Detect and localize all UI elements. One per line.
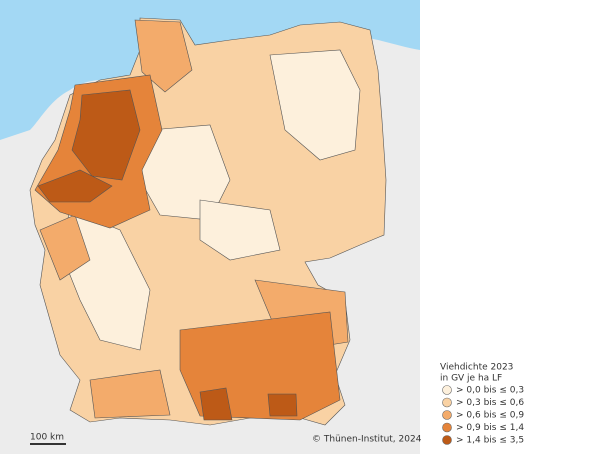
district-group xyxy=(89,369,171,419)
legend-swatch xyxy=(442,385,452,395)
legend-swatch xyxy=(442,435,452,445)
credit: © Thünen-Institut, 2024 xyxy=(312,435,422,445)
legend-title: Viehdichte 2023 xyxy=(440,363,513,373)
district-group xyxy=(39,214,91,281)
legend-swatch xyxy=(442,422,452,433)
legend-label: > 1,4 bis ≤ 3,5 xyxy=(456,436,524,446)
legend-swatch xyxy=(442,410,452,420)
legend-label: > 0,9 bis ≤ 1,4 xyxy=(456,423,524,433)
district-group xyxy=(134,19,193,93)
scale-bar-label: 100 km xyxy=(30,433,64,443)
district-group xyxy=(199,387,233,421)
legend-label: > 0,6 bis ≤ 0,9 xyxy=(456,411,524,421)
district-group xyxy=(37,169,113,203)
district-group xyxy=(269,49,361,161)
legend-label: > 0,3 bis ≤ 0,6 xyxy=(456,398,524,408)
legend-label: > 0,0 bis ≤ 0,3 xyxy=(456,386,524,396)
district-group xyxy=(267,393,298,417)
legend-title: in GV je ha LF xyxy=(440,374,502,384)
germany xyxy=(29,17,387,426)
district-group xyxy=(71,89,141,181)
district-group xyxy=(199,199,281,261)
legend-swatch xyxy=(442,397,452,408)
